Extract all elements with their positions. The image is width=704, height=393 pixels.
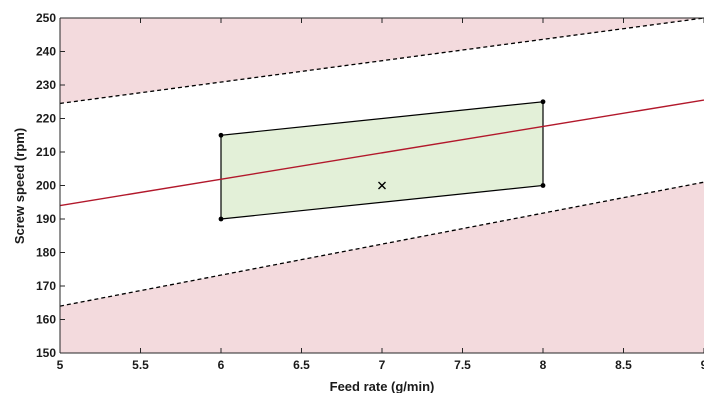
y-tick-label: 200 (36, 179, 56, 193)
y-tick-label: 190 (36, 212, 56, 226)
x-tick-label: 7 (379, 358, 386, 372)
x-tick-label: 9 (701, 358, 704, 372)
y-tick-label: 150 (36, 346, 56, 360)
y-tick-label: 210 (36, 145, 56, 159)
design-space-vertex-3 (540, 99, 546, 105)
lower-bound-line (60, 181, 704, 307)
design-space-polygon (220, 101, 544, 220)
plot-content (60, 18, 704, 353)
upper-bound-line (60, 18, 704, 105)
design-space-vertex-1 (218, 216, 224, 222)
x-tick-label: 6 (218, 358, 225, 372)
y-tick-label: 170 (36, 279, 56, 293)
y-tick-label: 250 (36, 11, 56, 25)
x-tick-label: 5.5 (132, 358, 149, 372)
y-tick-label: 160 (36, 313, 56, 327)
plot-area (60, 18, 704, 353)
x-tick-label: 8.5 (615, 358, 632, 372)
center-point-marker (378, 181, 386, 190)
design-space-vertex-4 (218, 132, 224, 138)
center-line (60, 99, 704, 207)
x-tick-label: 5 (57, 358, 64, 372)
y-tick-label: 230 (36, 78, 56, 92)
axes: 5 5.5 6 6.5 7 7.5 8 8.5 9 150 160 170 180 190 200 210 22… (36, 11, 704, 372)
x-tick-label: 6.5 (293, 358, 310, 372)
y-tick-label: 240 (36, 45, 56, 59)
design-space-vertex-2 (540, 183, 546, 188)
x-axis-title: Feed rate (g/min) (330, 379, 435, 393)
infeasible-region-below (60, 182, 704, 353)
y-axis-title: Screw speed (rpm) (12, 128, 27, 244)
y-tick-label: 180 (36, 246, 56, 260)
y-tick-label: 220 (36, 112, 56, 126)
x-tick-label: 7.5 (454, 358, 471, 372)
x-tick-label: 8 (540, 358, 547, 372)
